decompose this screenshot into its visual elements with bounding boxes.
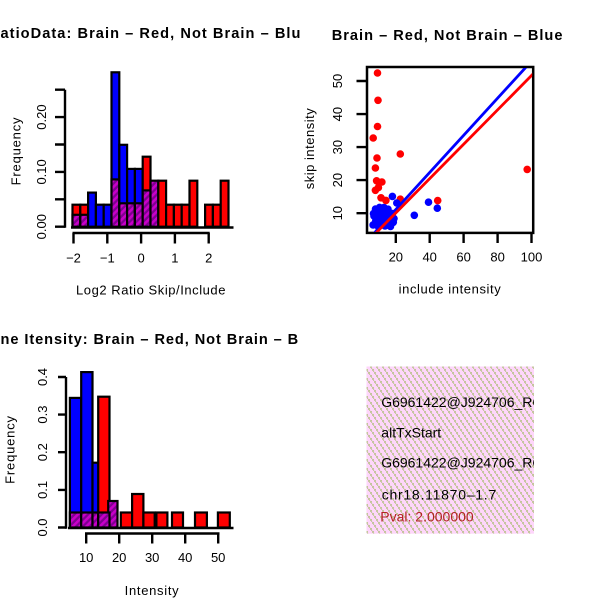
svg-text:30: 30 <box>145 550 159 565</box>
svg-text:G6961422@J924706_RC: G6961422@J924706_RC <box>381 455 542 471</box>
svg-text:50: 50 <box>211 550 225 565</box>
svg-text:40: 40 <box>422 250 436 265</box>
svg-text:atioData: Brain – Red, Not Bra: atioData: Brain – Red, Not Brain – Blu <box>1 26 302 42</box>
svg-text:0.2: 0.2 <box>35 443 50 461</box>
svg-text:60: 60 <box>456 250 470 265</box>
svg-text:chr18.11870–1.7: chr18.11870–1.7 <box>382 487 497 503</box>
svg-text:0.00: 0.00 <box>34 214 49 239</box>
svg-text:20: 20 <box>330 173 345 187</box>
svg-text:100: 100 <box>521 250 543 265</box>
svg-text:40: 40 <box>178 550 192 565</box>
svg-text:0.20: 0.20 <box>34 104 49 129</box>
svg-text:Frequency: Frequency <box>9 117 24 186</box>
svg-text:20: 20 <box>389 250 403 265</box>
svg-text:Brain – Red, Not Brain – Blue: Brain – Red, Not Brain – Blue <box>332 28 564 44</box>
svg-text:−2: −2 <box>66 251 81 266</box>
svg-text:altTxStart: altTxStart <box>381 425 441 441</box>
svg-text:0.0: 0.0 <box>35 518 50 536</box>
svg-text:include intensity: include intensity <box>399 281 502 296</box>
svg-text:skip intensity: skip intensity <box>302 108 317 189</box>
svg-text:10: 10 <box>79 550 93 565</box>
svg-text:Pval: 2.000000: Pval: 2.000000 <box>380 509 474 525</box>
svg-text:−1: −1 <box>100 251 115 266</box>
svg-text:0: 0 <box>137 251 144 266</box>
svg-text:G6961422@J924706_RC: G6961422@J924706_RC <box>381 394 542 410</box>
svg-text:1: 1 <box>171 251 178 266</box>
svg-text:50: 50 <box>330 74 345 88</box>
svg-text:0.4: 0.4 <box>35 368 50 386</box>
svg-text:0.3: 0.3 <box>35 406 50 424</box>
svg-text:0.10: 0.10 <box>34 159 49 184</box>
svg-text:Intensity: Intensity <box>125 583 180 598</box>
svg-text:80: 80 <box>490 250 504 265</box>
svg-text:30: 30 <box>330 140 345 154</box>
svg-text:2: 2 <box>205 251 212 266</box>
svg-text:10: 10 <box>330 206 345 220</box>
svg-text:ne Itensity: Brain – Red, Not: ne Itensity: Brain – Red, Not Brain – B <box>1 332 300 348</box>
svg-text:40: 40 <box>330 107 345 121</box>
svg-text:0.1: 0.1 <box>35 481 50 499</box>
svg-text:Log2 Ratio Skip/Include: Log2 Ratio Skip/Include <box>76 283 226 298</box>
svg-text:Frequency: Frequency <box>3 415 18 484</box>
svg-text:20: 20 <box>112 550 126 565</box>
